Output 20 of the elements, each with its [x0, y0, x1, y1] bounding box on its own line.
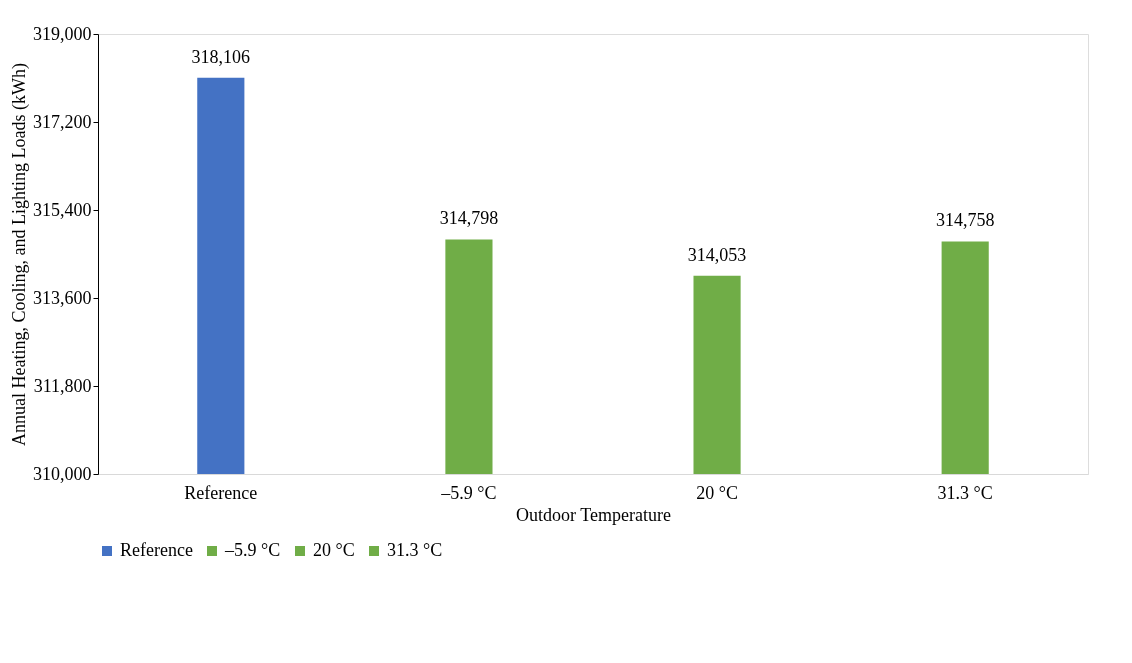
text: 314,758: [935, 210, 995, 231]
y-tick-label: 311,800: [33, 375, 92, 396]
x-tick-label: 31.3 °C: [937, 482, 993, 503]
legend-label: –5.9 °C: [224, 540, 281, 560]
x-tick-label: –5.9 °C: [440, 482, 497, 503]
y-tick-label: 313,600: [33, 287, 92, 308]
text: 318,106: [191, 46, 251, 67]
x-tick-label: 20 °C: [696, 482, 738, 503]
y-tick-label: 315,400: [33, 199, 92, 220]
legend-label: 20 °C: [313, 540, 355, 560]
y-tick-label: 310,000: [33, 463, 92, 484]
legend-label: 31.3 °C: [387, 540, 443, 560]
text: 314,798: [439, 208, 499, 229]
legend-label: Reference: [120, 540, 193, 560]
y-tick-label: 319,000: [33, 23, 92, 44]
x-tick-label: Reference: [184, 482, 258, 503]
y-tick-label: 317,200: [33, 111, 92, 132]
text: 314,053: [687, 244, 747, 265]
y-axis-title: Annual Heating, Cooling, and Lighting Loads (kWh): [9, 63, 30, 446]
x-axis-title: Outdoor Temperature: [516, 504, 671, 525]
